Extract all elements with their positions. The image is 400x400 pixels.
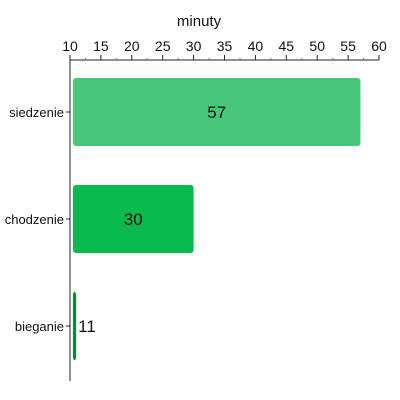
x-tick-label: 15 xyxy=(93,38,109,54)
bar-bieganie xyxy=(73,292,77,360)
y-axis: siedzenie chodzenie bieganie xyxy=(5,105,70,334)
data-label: 57 xyxy=(207,103,226,122)
data-labels: 57 30 11 xyxy=(78,103,226,336)
x-tick-label: 45 xyxy=(279,38,295,54)
x-axis: 10 15 20 25 30 35 40 45 50 55 60 xyxy=(62,38,387,381)
x-tick-label: 10 xyxy=(62,38,78,54)
category-label: chodzenie xyxy=(5,212,64,227)
data-label: 30 xyxy=(124,210,143,229)
data-label: 11 xyxy=(78,317,96,336)
x-tick-label: 40 xyxy=(248,38,264,54)
x-tick-label: 25 xyxy=(155,38,171,54)
x-tick-label: 35 xyxy=(217,38,233,54)
bar-chodzenie xyxy=(73,185,194,253)
bar-siedzenie xyxy=(73,78,361,146)
x-tick-label: 60 xyxy=(371,38,387,54)
x-tick-label: 50 xyxy=(309,38,325,54)
bars xyxy=(73,78,361,360)
x-tick-label: 30 xyxy=(186,38,202,54)
x-axis-title: minuty xyxy=(177,13,222,30)
category-label: siedzenie xyxy=(9,105,64,120)
x-tick-label: 55 xyxy=(340,38,356,54)
category-label: bieganie xyxy=(15,319,64,334)
x-tick-label: 20 xyxy=(124,38,140,54)
